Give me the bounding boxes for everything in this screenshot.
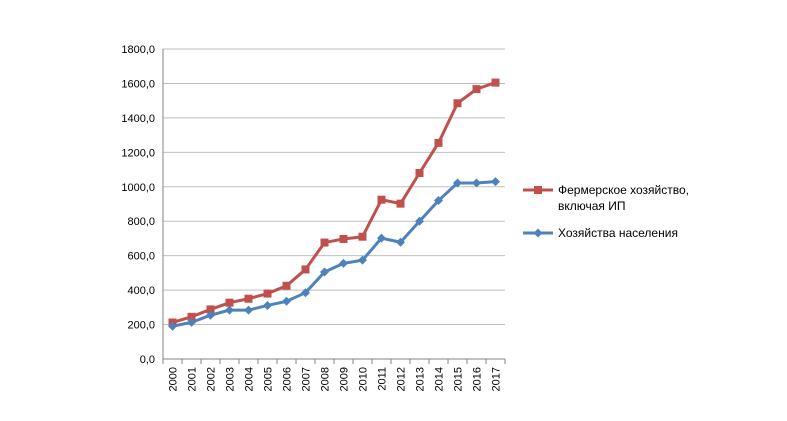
data-point-diamond [453,178,462,188]
x-tick-label: 2011 [377,367,389,391]
y-tick-label: 1000,0 [121,182,155,194]
x-tick-label: 2010 [358,367,370,391]
x-tick-label: 2003 [225,367,237,391]
x-tick-labels: 2000 2001 2002 2003 2004 2005 2006 2007 2008 2009… [168,367,503,391]
data-point-square [358,232,367,241]
legend-swatch-households [523,228,553,238]
y-tick-label: 400,0 [127,285,155,297]
x-tick-label: 2015 [453,367,465,391]
data-point-square [339,234,348,243]
x-tick-label: 2016 [472,367,484,391]
x-tick-label: 2006 [282,367,294,391]
data-point-diamond [282,296,291,306]
data-point-diamond [339,258,348,268]
data-point-square [491,78,500,87]
x-tick-label: 2008 [320,367,332,391]
data-point-diamond [491,177,500,187]
data-point-diamond [225,305,234,315]
data-point-diamond [263,300,272,310]
axes [162,49,506,364]
data-point-square [244,294,253,303]
data-point-diamond [434,196,443,206]
data-point-diamond [168,321,177,331]
data-point-square [225,298,234,307]
x-tick-label: 2001 [187,367,199,391]
data-point-diamond [415,216,424,226]
y-tick-label: 1400,0 [121,113,155,125]
data-point-square [396,199,405,208]
x-tick-label: 2007 [301,367,313,391]
y-tick-label: 1200,0 [121,147,155,159]
series-line-0 [172,81,496,324]
y-tick-label: 1600,0 [121,78,155,90]
x-tick-label: 2012 [396,367,408,391]
legend-label-households: Хозяйства населения [558,226,678,240]
y-tick-label: 800,0 [127,216,155,228]
y-tick-label: 200,0 [127,320,155,332]
x-tick-label: 2013 [415,367,427,391]
data-point-diamond [244,305,253,315]
data-point-square [263,289,272,298]
x-tick-label: 2000 [168,367,180,391]
data-point-square [453,99,462,108]
y-tick-label: 0,0 [140,354,155,366]
x-tick-label: 2005 [263,367,275,391]
data-point-diamond [472,178,481,188]
data-point-diamond [377,233,386,243]
data-point-square [434,138,443,147]
legend-swatch-farm [523,186,553,194]
y-tick-labels: 0,0 200,0 400,0 600,0 800,0 1000,0 1200,0 1400,… [121,44,155,366]
data-point-square [320,238,329,247]
data-point-square [472,85,481,94]
series-markers [168,78,500,331]
x-tick-label: 2004 [244,367,256,391]
data-point-square [282,281,291,290]
data-point-square [415,169,424,177]
legend-label-farm-line2: включая ИП [558,199,626,213]
data-point-diamond [320,267,329,277]
data-point-diamond [206,310,215,320]
data-point-square [187,312,196,321]
data-point-square [377,195,386,204]
data-point-square [206,305,215,314]
x-tick-label: 2009 [339,367,351,391]
data-point-diamond [187,317,196,327]
data-point-diamond [396,237,405,247]
x-tick-label: 2002 [206,367,218,391]
x-tick-label: 2017 [491,367,503,391]
legend-item-households: Хозяйства населения [522,225,722,241]
data-point-square [301,265,310,274]
legend-item-farm: Фермерское хозяйство, включая ИП [522,182,722,214]
x-tick-label: 2014 [434,367,446,391]
y-tick-label: 600,0 [127,251,155,263]
legend: Фермерское хозяйство, включая ИП Хозяйст… [522,182,722,241]
legend-label-farm-line1: Фермерское хозяйство, [558,183,689,197]
data-point-diamond [358,255,367,265]
data-point-diamond [301,288,310,298]
gridlines [163,48,505,326]
y-tick-label: 1800,0 [121,44,155,56]
